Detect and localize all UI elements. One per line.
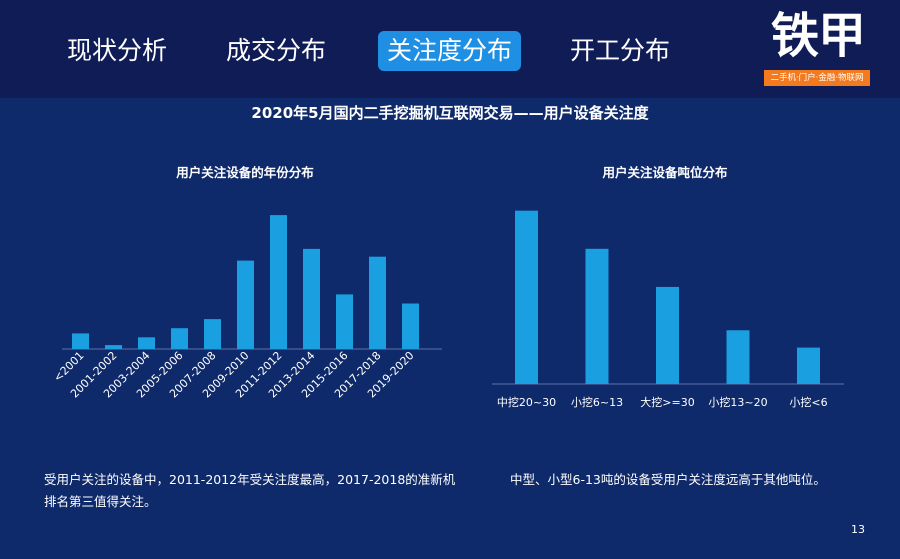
bar-year-0	[72, 333, 89, 349]
bar-year-7	[303, 248, 320, 349]
tick-label-tonnage-0: 中挖20~30	[497, 395, 556, 409]
page-number: 13	[851, 523, 865, 536]
bar-year-9	[369, 256, 386, 349]
chart-year: <20012001-20022003-20042005-20062007-200…	[51, 215, 442, 401]
tick-label-tonnage-4: 小挖<6	[789, 395, 827, 409]
right-chart-title: 用户关注设备吨位分布	[602, 165, 728, 180]
left-chart-title: 用户关注设备的年份分布	[176, 165, 314, 180]
header-bar: 现状分析 成交分布 关注度分布 开工分布 铁甲 二手机·门户·金融·物联网	[0, 0, 900, 98]
bar-year-3	[171, 328, 188, 349]
logo-text: 铁甲	[770, 8, 866, 64]
slide-title: 2020年5月国内二手挖掘机互联网交易——用户设备关注度	[251, 104, 649, 122]
bar-tonnage-4	[797, 347, 820, 384]
tab-attention-distribution[interactable]: 关注度分布	[378, 31, 522, 71]
logo-tagline: 二手机·门户·金融·物联网	[764, 70, 870, 86]
bar-year-6	[270, 215, 287, 349]
tab-status-analysis[interactable]: 现状分析	[67, 36, 168, 65]
brand-logo: 铁甲 二手机·门户·金融·物联网	[762, 6, 874, 88]
bar-year-4	[204, 319, 221, 349]
bar-tonnage-3	[726, 330, 750, 384]
tick-label-tonnage-2: 大挖>=30	[640, 395, 694, 409]
bar-year-8	[336, 294, 353, 349]
bar-tonnage-1	[585, 248, 609, 384]
tick-label-tonnage-3: 小挖13~20	[708, 395, 767, 409]
bar-year-10	[402, 303, 419, 349]
right-caption: 中型、小型6-13吨的设备受用户关注度远高于其他吨位。	[510, 472, 826, 487]
tab-deal-distribution[interactable]: 成交分布	[226, 36, 327, 65]
bar-year-5	[237, 260, 254, 349]
bar-year-1	[105, 345, 122, 349]
left-caption: 受用户关注的设备中，2011-2012年受关注度最高，2017-2018的准新机…	[44, 472, 456, 509]
tab-operation-distribution[interactable]: 开工分布	[570, 36, 671, 65]
bar-year-2	[138, 337, 155, 349]
tick-label-tonnage-1: 小挖6~13	[571, 395, 623, 409]
bar-tonnage-0	[515, 210, 538, 384]
nav-tabs: 现状分析 成交分布 关注度分布 开工分布	[0, 31, 760, 71]
chart-tonnage: 中挖20~30 小挖6~13 大挖>=30 小挖13~20 小挖<6	[492, 210, 844, 409]
bar-tonnage-2	[656, 286, 679, 384]
